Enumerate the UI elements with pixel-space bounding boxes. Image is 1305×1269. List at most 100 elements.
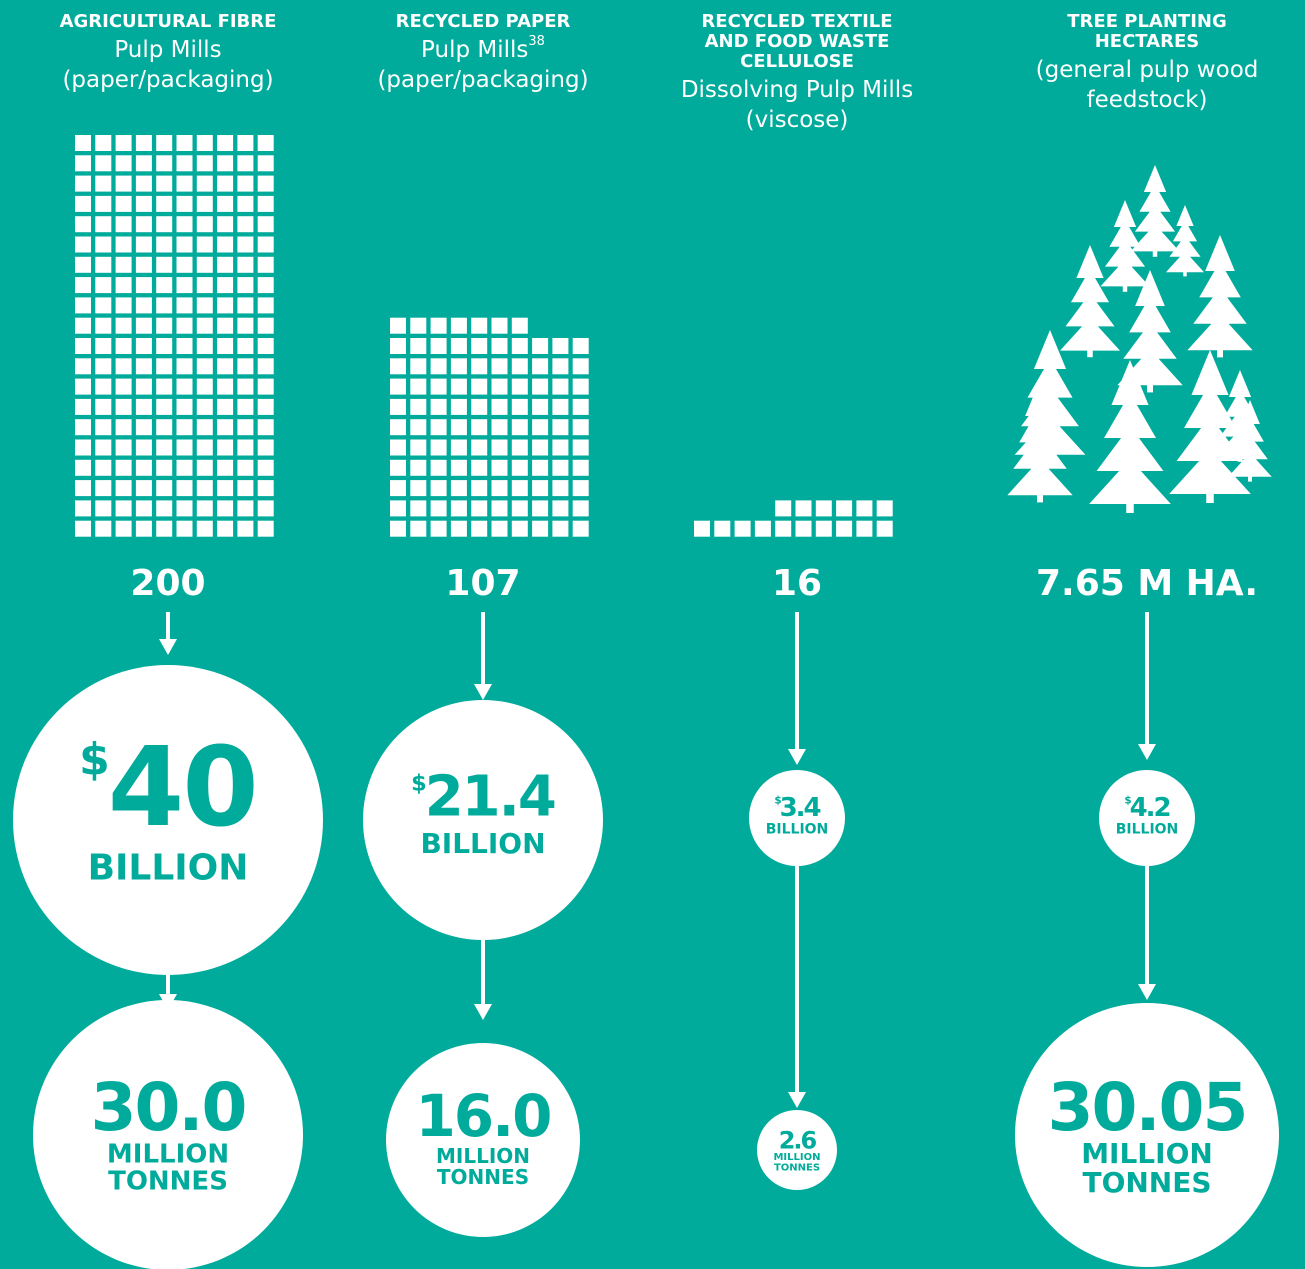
unit-square [95, 176, 111, 192]
unit-square [197, 500, 213, 516]
unit-square [816, 521, 832, 537]
unit-square [237, 480, 253, 496]
subtitle-line: (paper/packaging) [377, 67, 588, 93]
unit-square [95, 277, 111, 293]
tonnes-unit: MILLION [1081, 1137, 1213, 1170]
unit-square [116, 318, 132, 334]
tonnes-amount: 30.05 [1048, 1069, 1247, 1146]
arrow-head [788, 749, 806, 765]
unit-square [258, 358, 274, 374]
unit-square [116, 297, 132, 313]
unit-square [492, 500, 508, 516]
unit-square [217, 379, 233, 395]
unit-square [75, 297, 91, 313]
unit-square [390, 358, 406, 374]
unit-square [492, 358, 508, 374]
unit-square [237, 318, 253, 334]
unit-square [156, 318, 172, 334]
unit-square [471, 480, 487, 496]
unit-square [177, 196, 193, 212]
unit-square [258, 297, 274, 313]
unit-square [410, 338, 426, 354]
subtitle-line: Pulp Mills [114, 37, 221, 63]
unit-square [512, 318, 528, 334]
unit-square [136, 135, 152, 151]
unit-square [258, 318, 274, 334]
unit-square [552, 500, 568, 516]
unit-square [237, 135, 253, 151]
unit-square [552, 338, 568, 354]
unit-square [217, 338, 233, 354]
unit-square [512, 500, 528, 516]
unit-square [410, 399, 426, 415]
column-title: TREE PLANTING [1067, 11, 1226, 32]
unit-square [95, 237, 111, 253]
unit-square [116, 419, 132, 435]
unit-square [95, 440, 111, 456]
unit-square [197, 196, 213, 212]
unit-square [116, 196, 132, 212]
unit-square [197, 318, 213, 334]
unit-square [258, 440, 274, 456]
unit-square [492, 318, 508, 334]
value-unit: BILLION [1116, 822, 1179, 838]
count: 7.65 M HA. [1036, 563, 1258, 604]
unit-square [177, 237, 193, 253]
unit-square [197, 237, 213, 253]
subtitle-line: feedstock) [1086, 87, 1207, 113]
unit-square [471, 379, 487, 395]
unit-square [156, 419, 172, 435]
unit-square [735, 521, 751, 537]
unit-square [197, 135, 213, 151]
unit-square [532, 440, 548, 456]
value-unit: BILLION [766, 822, 829, 838]
unit-square [116, 338, 132, 354]
unit-square [156, 399, 172, 415]
tonnes-unit: TONNES [774, 1163, 820, 1174]
unit-square [75, 440, 91, 456]
unit-square [552, 521, 568, 537]
currency: $ [79, 734, 108, 785]
unit-square [95, 338, 111, 354]
unit-square [156, 338, 172, 354]
unit-square [573, 358, 589, 374]
value-unit: BILLION [88, 848, 249, 889]
unit-square [390, 399, 406, 415]
unit-square [75, 379, 91, 395]
unit-square [431, 500, 447, 516]
unit-square [451, 379, 467, 395]
unit-square [136, 440, 152, 456]
unit-square [512, 480, 528, 496]
unit-square [451, 500, 467, 516]
column-subtitle: (general pulp wood [1036, 57, 1259, 83]
unit-square [95, 500, 111, 516]
unit-square [856, 521, 872, 537]
unit-square [95, 379, 111, 395]
unit-square [156, 176, 172, 192]
unit-square [136, 399, 152, 415]
square-grid [694, 500, 893, 536]
unit-square [410, 521, 426, 537]
unit-square [492, 440, 508, 456]
unit-square [156, 358, 172, 374]
square-grid [75, 135, 274, 537]
unit-square [775, 521, 791, 537]
unit-square [116, 216, 132, 232]
unit-square [258, 216, 274, 232]
unit-square [552, 379, 568, 395]
unit-square [552, 480, 568, 496]
unit-square [237, 277, 253, 293]
unit-square [136, 358, 152, 374]
unit-square [156, 155, 172, 171]
unit-square [877, 500, 893, 516]
unit-square [532, 419, 548, 435]
unit-square [197, 155, 213, 171]
unit-square [451, 318, 467, 334]
unit-square [177, 176, 193, 192]
unit-square [796, 521, 812, 537]
unit-square [532, 521, 548, 537]
unit-square [410, 318, 426, 334]
unit-square [177, 277, 193, 293]
unit-square [390, 480, 406, 496]
unit-square [116, 155, 132, 171]
